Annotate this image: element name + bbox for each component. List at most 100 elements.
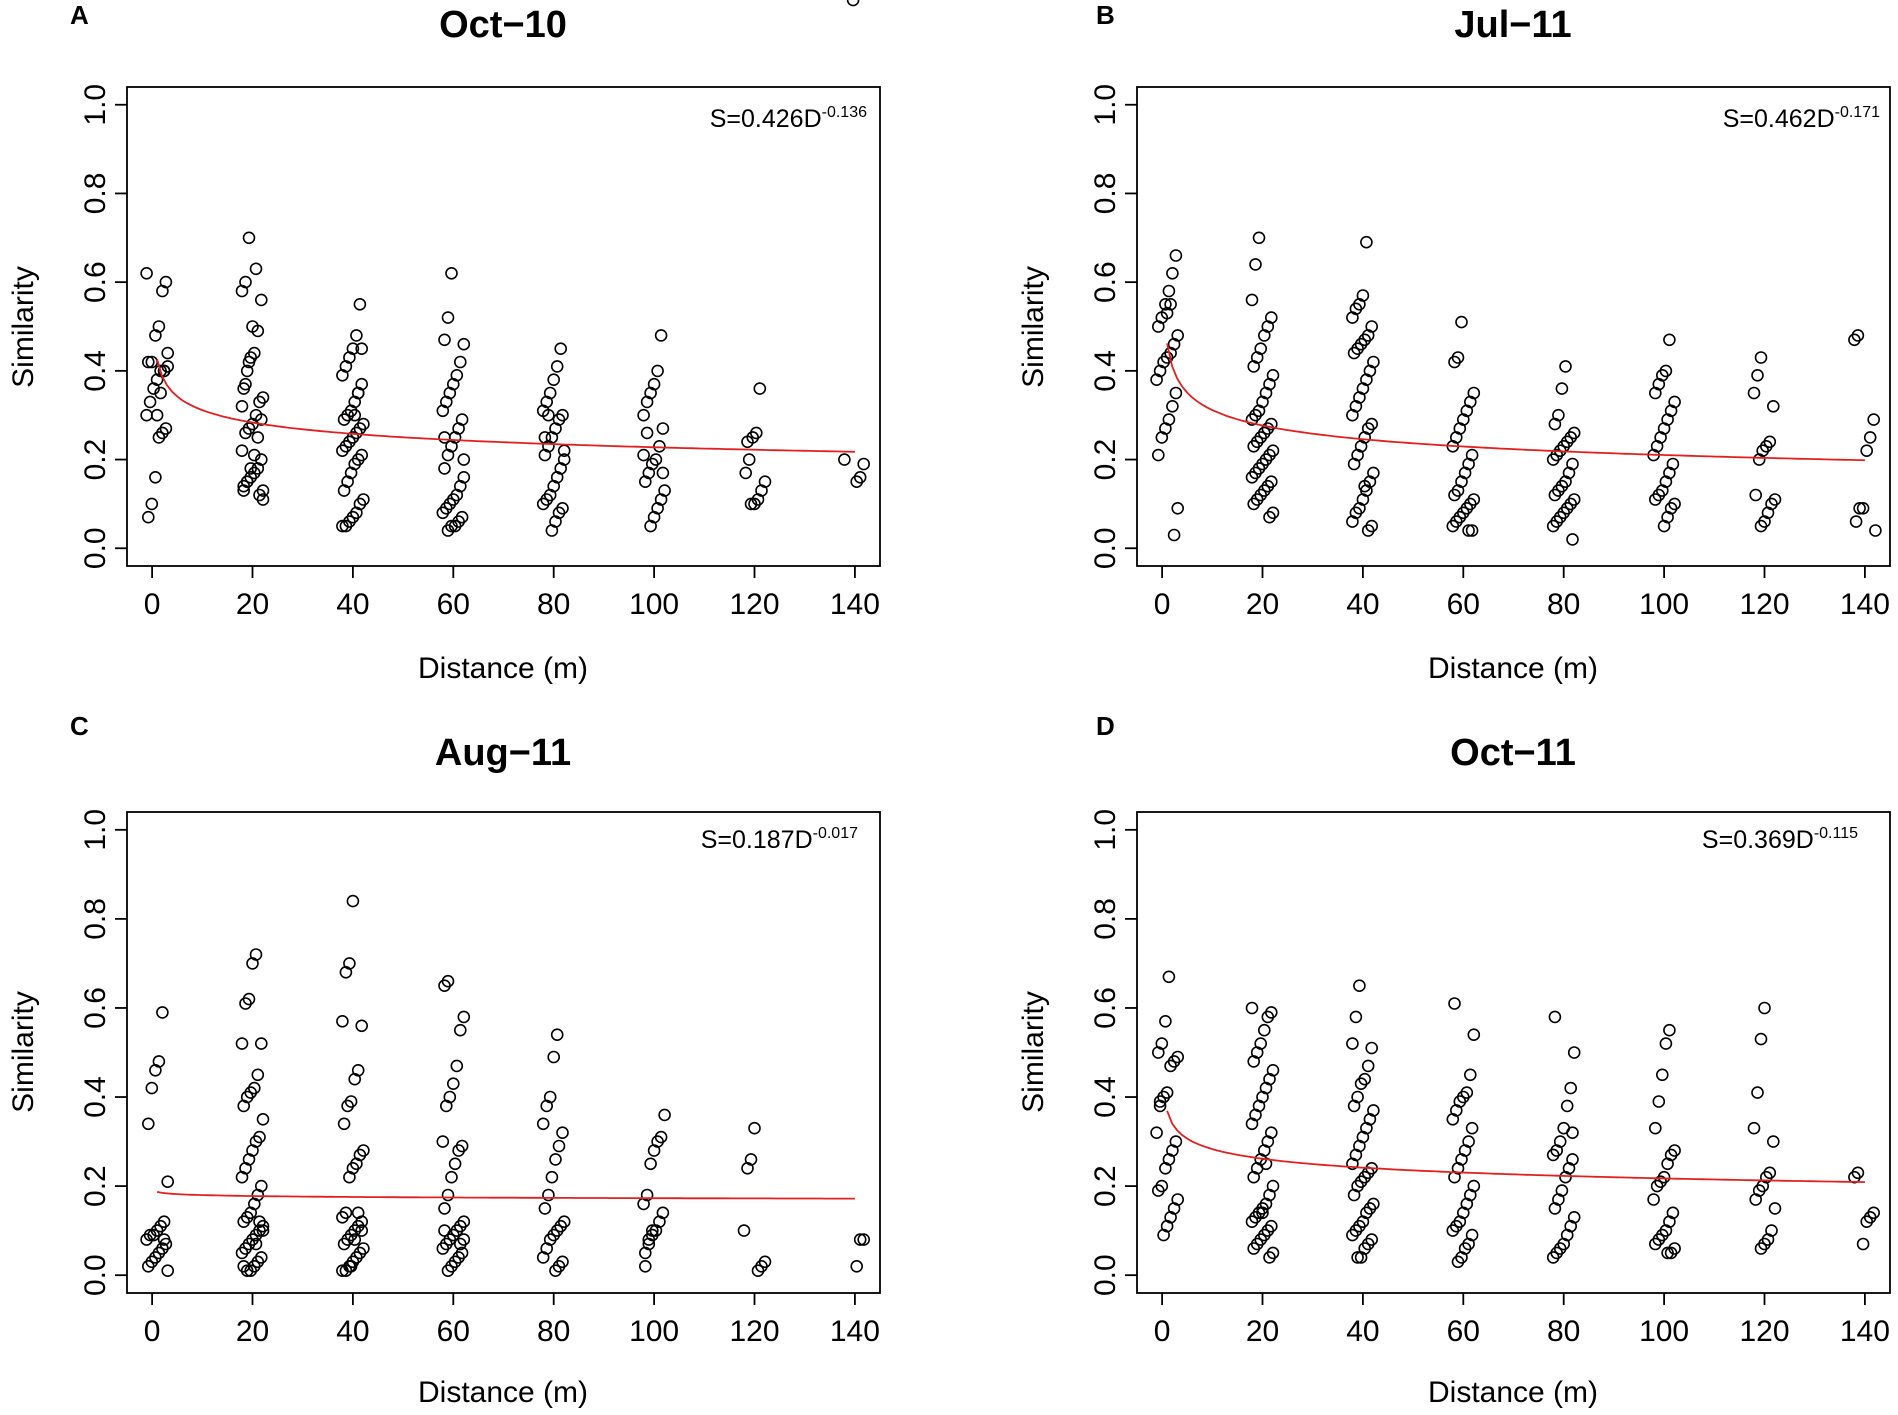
data-point: [549, 1264, 562, 1277]
data-point: [1465, 524, 1479, 537]
data-point: [339, 965, 353, 979]
data-point: [1159, 1014, 1172, 1028]
data-point: [1566, 1126, 1579, 1139]
data-point: [1860, 1215, 1873, 1228]
x-tick-label: 140: [1840, 1315, 1890, 1348]
data-point: [239, 377, 252, 391]
data-point: [656, 466, 670, 480]
data-point: [1546, 519, 1560, 533]
data-point: [249, 1237, 263, 1251]
data-point: [248, 448, 261, 462]
data-point: [1166, 399, 1179, 413]
data-point: [457, 337, 471, 351]
plot-frame: [1136, 811, 1891, 1294]
data-point: [441, 311, 455, 324]
data-point: [656, 422, 670, 435]
y-tick-label: 0.2: [79, 1165, 112, 1207]
x-tick-label: 0: [1154, 1315, 1171, 1348]
data-point: [240, 364, 254, 378]
panel-letter: A: [70, 0, 89, 30]
data-point: [653, 439, 666, 453]
fit-line: [1166, 1110, 1865, 1183]
data-point: [438, 431, 451, 444]
x-tick-label: 100: [629, 588, 679, 621]
data-point: [1347, 1099, 1361, 1113]
data-point: [1247, 360, 1260, 373]
data-point: [1159, 297, 1172, 311]
data-point: [337, 1117, 351, 1131]
data-point: [1152, 448, 1165, 462]
data-point: [450, 1059, 464, 1073]
data-point: [256, 1113, 270, 1126]
data-point: [244, 1264, 257, 1277]
fit-line: [156, 1191, 855, 1200]
data-point: [448, 519, 462, 533]
data-point: [150, 408, 164, 422]
data-point: [1247, 1055, 1260, 1068]
data-point: [644, 1157, 657, 1171]
data-point: [337, 1237, 351, 1251]
data-point: [235, 284, 249, 298]
data-point: [154, 386, 167, 400]
data-point: [253, 395, 266, 409]
data-point: [355, 1019, 369, 1033]
x-tick-label: 100: [1639, 588, 1689, 621]
data-point: [336, 519, 349, 533]
data-point: [751, 1264, 765, 1277]
data-point: [457, 453, 471, 466]
fit-line: [1166, 343, 1865, 462]
data-point: [436, 1242, 450, 1255]
data-point: [640, 395, 654, 409]
data-point: [853, 1233, 867, 1246]
data-point: [536, 1251, 550, 1264]
data-point: [1446, 1224, 1460, 1237]
data-point: [1853, 501, 1866, 515]
y-tick-label: 0.4: [1089, 350, 1122, 392]
data-point: [351, 386, 365, 400]
data-point: [1657, 519, 1671, 533]
data-point: [1546, 1251, 1560, 1264]
data-point: [552, 1139, 566, 1153]
data-point: [1247, 1170, 1260, 1184]
y-tick-label: 1.0: [1089, 809, 1122, 851]
data-point: [448, 1157, 462, 1171]
data-point: [1560, 1099, 1574, 1113]
data-point: [637, 448, 650, 462]
data-point: [1754, 1242, 1768, 1255]
data-point: [1446, 519, 1460, 533]
data-point: [441, 448, 455, 462]
data-point: [445, 1170, 458, 1184]
data-point: [1152, 1046, 1165, 1059]
data-point: [1752, 453, 1766, 466]
data-point: [1754, 351, 1768, 364]
data-point: [1848, 333, 1861, 347]
data-point: [336, 1014, 349, 1028]
data-point: [246, 320, 259, 333]
data-point: [143, 395, 157, 409]
data-point: [145, 497, 159, 511]
data-point: [1656, 1068, 1669, 1082]
data-point: [235, 399, 249, 413]
data-point: [1162, 284, 1176, 298]
data-point: [1661, 1157, 1674, 1171]
data-point: [654, 329, 668, 342]
data-point: [1160, 306, 1174, 320]
data-point: [658, 1108, 671, 1122]
data-point: [1349, 1010, 1363, 1024]
x-tick-label: 120: [1739, 588, 1789, 621]
data-point: [1649, 1237, 1662, 1251]
data-point: [1652, 1095, 1666, 1108]
data-point: [140, 1233, 153, 1246]
data-point: [152, 431, 166, 444]
data-point: [453, 1023, 467, 1037]
data-point: [846, 0, 860, 7]
data-point: [850, 475, 864, 489]
data-point: [540, 1099, 554, 1113]
x-tick-label: 80: [537, 1315, 570, 1348]
data-point: [1247, 1242, 1260, 1255]
panel-a: A Oct−10 0 20 40 60 80 100 120 1400.00.20.40.60…: [7, 0, 881, 685]
data-point: [549, 1153, 562, 1166]
data-point: [1663, 333, 1676, 347]
data-point: [1159, 1162, 1172, 1175]
